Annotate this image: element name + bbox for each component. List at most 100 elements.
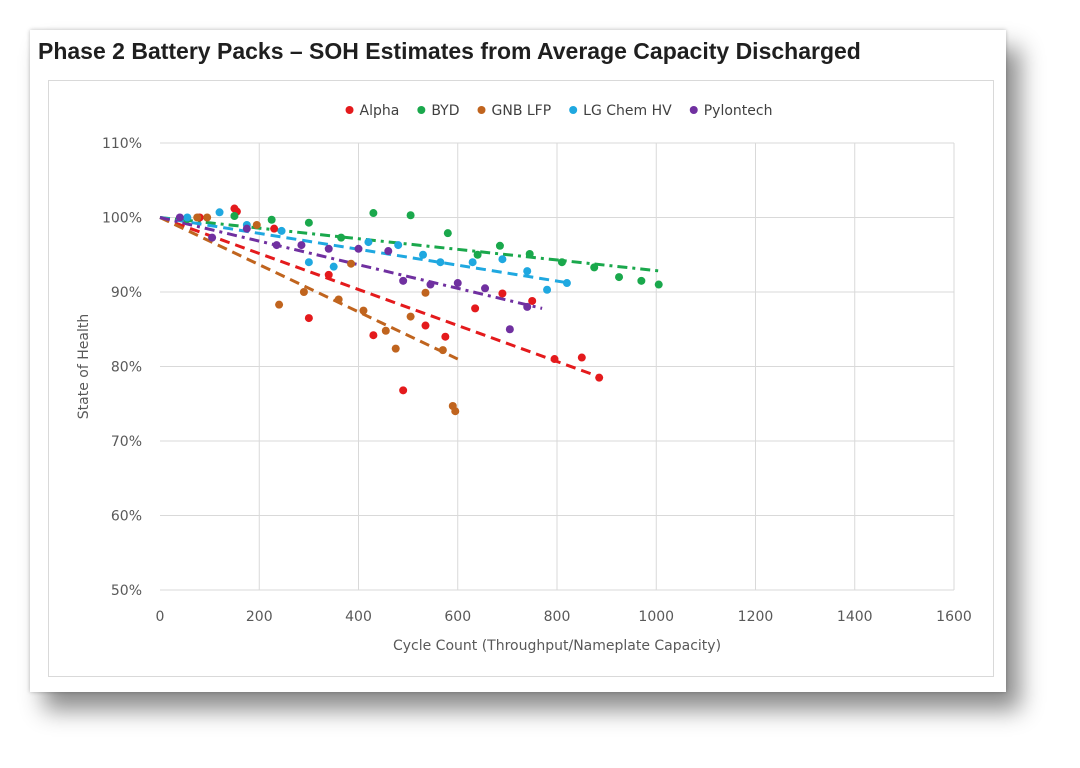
- data-point: [577, 353, 586, 362]
- data-point: [391, 344, 400, 353]
- legend: Alpha BYD GNB LFP LG Chem HV Pylontech: [345, 103, 773, 119]
- data-point: [272, 241, 281, 250]
- x-tick-label: 1000: [638, 609, 674, 625]
- data-point: [421, 288, 430, 297]
- data-point: [304, 218, 313, 227]
- y-tick-label: 70%: [111, 434, 142, 450]
- x-tick-label: 200: [246, 609, 273, 625]
- y-tick-label: 80%: [111, 360, 142, 376]
- y-axis-label: State of Health: [76, 314, 92, 419]
- data-point: [277, 226, 286, 235]
- legend-marker: [345, 106, 354, 114]
- chart-card: Phase 2 Battery Packs – SOH Estimates fr…: [30, 30, 1006, 692]
- data-point: [441, 332, 450, 341]
- data-point: [481, 284, 490, 293]
- x-axis-label: Cycle Count (Throughput/Nameplate Capaci…: [393, 638, 721, 654]
- data-point: [399, 386, 408, 395]
- data-point: [242, 224, 251, 233]
- data-point: [175, 213, 184, 222]
- x-tick-label: 400: [345, 609, 372, 625]
- data-point: [384, 247, 393, 256]
- scatter-chart: Alpha BYD GNB LFP LG Chem HV Pylontech 0 200 4…: [76, 103, 972, 654]
- data-point: [438, 346, 447, 355]
- chart-frame: [48, 80, 994, 677]
- data-point: [590, 263, 599, 272]
- data-point: [381, 326, 390, 335]
- data-point: [183, 213, 192, 222]
- chart-title: Phase 2 Battery Packs – SOH Estimates fr…: [38, 38, 861, 64]
- y-tick-label: 50%: [111, 583, 142, 599]
- data-points: [175, 204, 663, 416]
- data-point: [304, 258, 313, 267]
- legend-marker: [417, 106, 426, 114]
- data-point: [329, 262, 338, 271]
- data-point: [406, 312, 415, 321]
- data-point: [275, 300, 284, 309]
- data-point: [267, 215, 276, 224]
- data-point: [525, 250, 534, 259]
- x-tick-label: 1600: [936, 609, 972, 625]
- data-point: [550, 355, 559, 364]
- data-point: [359, 306, 368, 315]
- data-point: [270, 224, 279, 233]
- data-point: [436, 258, 445, 267]
- trendline: [159, 216, 570, 285]
- trendline: [159, 216, 662, 273]
- data-point: [299, 288, 308, 296]
- data-point: [304, 314, 313, 323]
- legend-item: BYD: [417, 103, 460, 119]
- legend-label: Pylontech: [704, 103, 773, 119]
- gridlines: [160, 142, 955, 591]
- data-point: [208, 233, 217, 242]
- data-point: [364, 238, 373, 247]
- legend-label: GNB LFP: [492, 103, 552, 119]
- trendline: [159, 216, 543, 310]
- data-point: [347, 259, 356, 268]
- data-point: [654, 280, 663, 289]
- data-point: [451, 407, 460, 416]
- trendlines: [159, 216, 662, 380]
- data-point: [419, 250, 428, 259]
- data-point: [443, 229, 452, 238]
- x-tick-label: 0: [156, 609, 165, 625]
- legend-item: GNB LFP: [477, 103, 552, 119]
- data-point: [369, 209, 378, 218]
- data-point: [528, 296, 537, 305]
- legend-label: LG Chem HV: [583, 103, 672, 119]
- legend-marker: [477, 106, 486, 114]
- data-point: [498, 289, 507, 298]
- data-point: [369, 331, 378, 340]
- trendline: [159, 216, 459, 361]
- data-point: [324, 270, 333, 279]
- trendline: [159, 216, 603, 380]
- data-point: [252, 220, 261, 229]
- data-point: [399, 276, 408, 285]
- data-point: [562, 279, 571, 288]
- data-point: [595, 373, 604, 382]
- y-tick-label: 100%: [102, 211, 142, 227]
- x-tick-label: 1400: [837, 609, 873, 625]
- data-point: [215, 208, 224, 217]
- legend-item: LG Chem HV: [569, 103, 672, 119]
- data-point: [297, 241, 306, 250]
- data-point: [337, 233, 346, 242]
- data-point: [495, 241, 504, 250]
- y-tick-label: 90%: [111, 285, 142, 301]
- data-point: [230, 212, 239, 221]
- data-point: [453, 279, 462, 288]
- data-point: [324, 244, 333, 253]
- y-tick-label: 110%: [102, 136, 142, 152]
- data-point: [543, 285, 552, 294]
- legend-item: Alpha: [345, 103, 399, 119]
- legend-label: BYD: [431, 103, 459, 119]
- data-point: [557, 258, 566, 267]
- axes: 0 200 400 600 800 1000 1200 1400 1600 50% 60% 70% 80…: [102, 136, 972, 625]
- data-point: [615, 273, 624, 282]
- data-point: [473, 250, 482, 259]
- data-point: [193, 213, 202, 222]
- data-point: [523, 302, 532, 311]
- data-point: [523, 267, 532, 276]
- data-point: [203, 213, 212, 222]
- data-point: [406, 211, 415, 220]
- data-point: [426, 280, 435, 289]
